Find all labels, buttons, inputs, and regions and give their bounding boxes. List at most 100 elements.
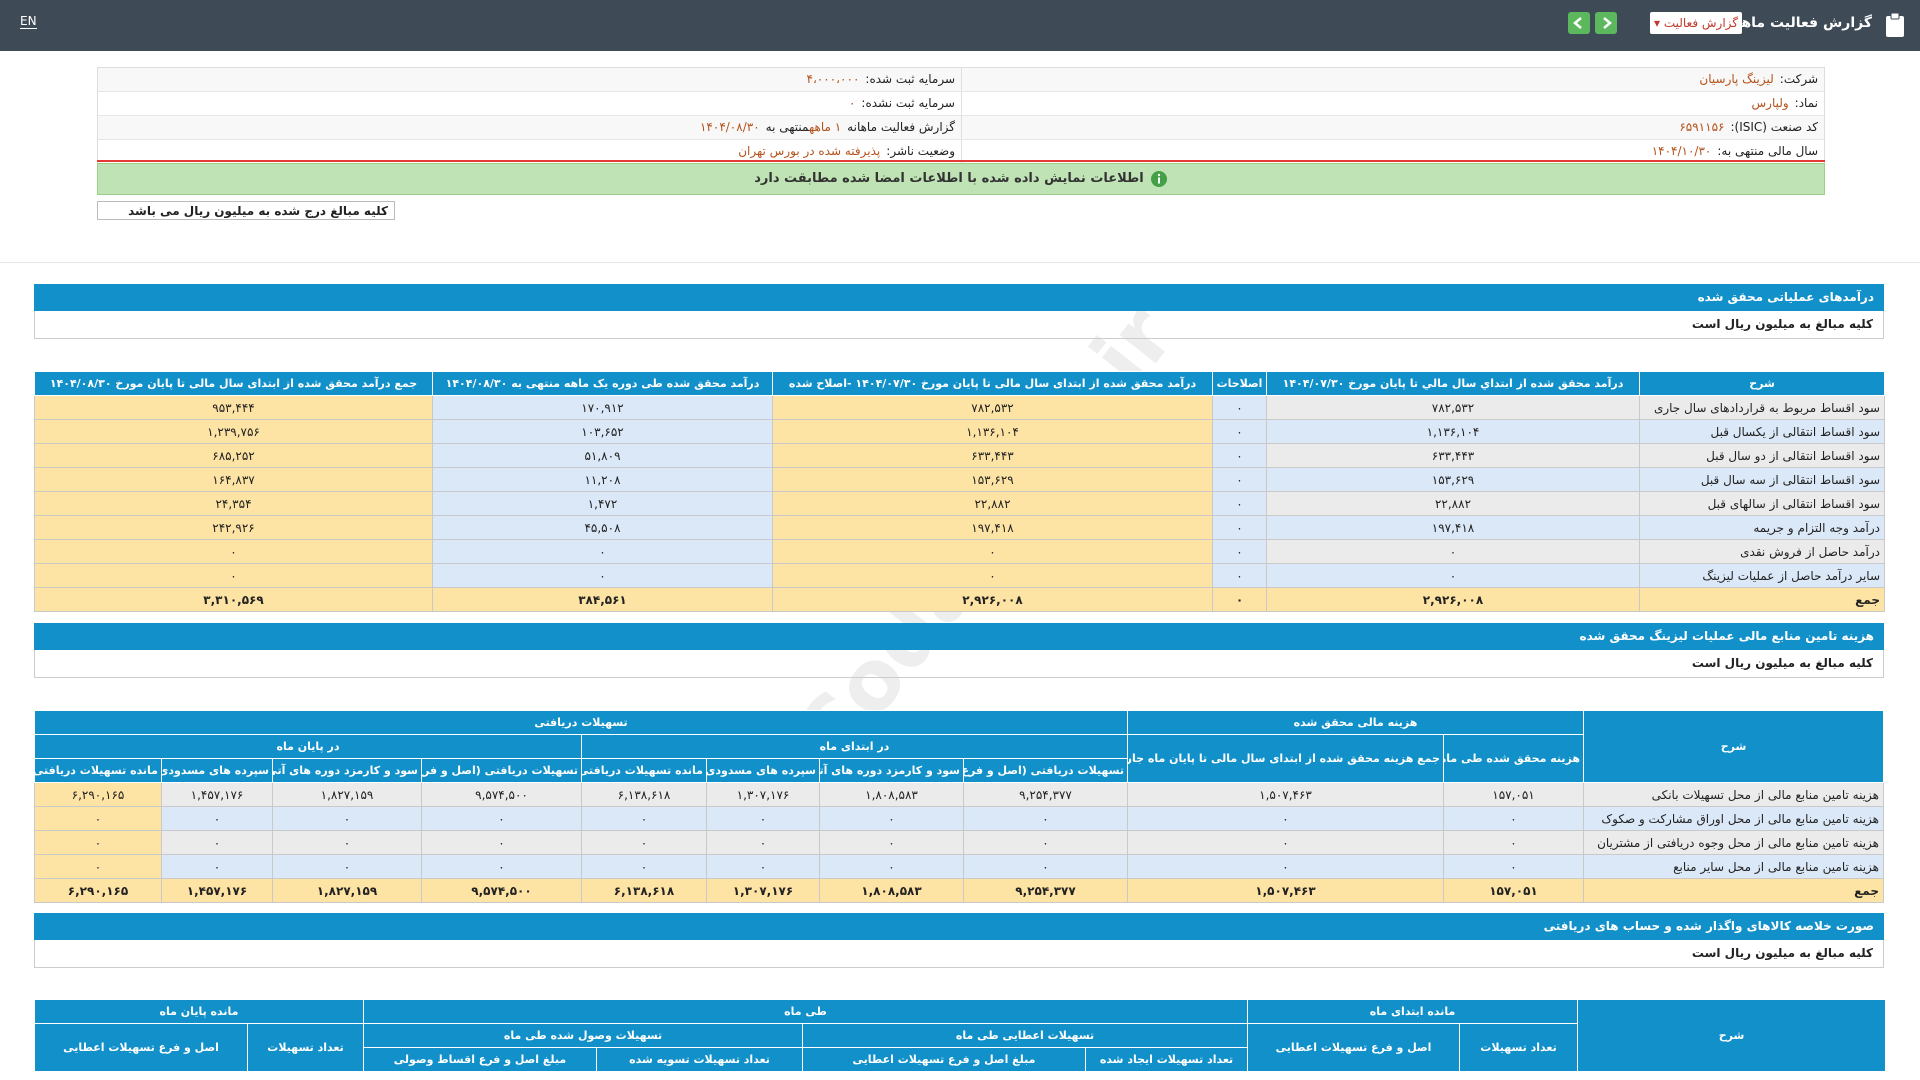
table-row: سود اقساط انتقالی از سه سال قبل ۱۵۳,۶۲۹ ۰ ۱…: [34, 467, 1885, 492]
value-cell: ۷۸۲,۵۳۲: [1266, 395, 1640, 420]
info-value: ۴،۰۰۰،۰۰۰: [806, 72, 860, 86]
value-cell: ۰: [1266, 539, 1640, 564]
report-select-text: گزارش فعالیت: [1663, 16, 1738, 30]
value-cell: ۶۳۳,۴۴۳: [772, 443, 1213, 468]
value-cell: ۱۷۰,۹۱۲: [432, 395, 773, 420]
table-row: هزینه تامین منابع مالی از محل وجوه دریاف…: [34, 830, 1884, 855]
next-button[interactable]: [1595, 12, 1617, 34]
row-label: سود اقساط انتقالی از سه سال قبل: [1639, 467, 1885, 492]
value-cell: ۰: [421, 830, 582, 855]
info-cell: سرمایه ثبت نشده: ۰: [98, 92, 961, 115]
value-cell: ۱,۲۳۹,۷۵۶: [34, 419, 433, 444]
value-cell: ۰: [706, 806, 820, 831]
value-cell: ۱,۱۳۶,۱۰۴: [772, 419, 1213, 444]
header-cell: اصل و فرع تسهیلات اعطایی: [1247, 1023, 1461, 1072]
header-cell: سپرده های مسدودی: [706, 758, 820, 783]
row-label: هزینه تامین منابع مالی از محل وجوه دریاف…: [1583, 830, 1884, 855]
value-cell: ۰: [421, 806, 582, 831]
value-cell: ۶,۱۳۸,۶۱۸: [581, 878, 707, 903]
value-cell: ۱۵۷,۰۵۱: [1443, 782, 1584, 807]
value-cell: ۰: [819, 830, 964, 855]
table-body: سود اقساط مربوط به قراردادهای سال جاری ۷۸…: [34, 395, 1885, 612]
value-cell: ۶,۱۳۸,۶۱۸: [581, 782, 707, 807]
header-cell: تسهیلات دریافتی: [34, 710, 1128, 735]
header-cell: شرح: [1639, 371, 1885, 396]
value-cell: ۷۸۲,۵۳۲: [772, 395, 1213, 420]
value-cell: ۰: [581, 806, 707, 831]
header-cell: در پایان ماه: [34, 734, 582, 759]
header-cell: هزینه محقق شده طی ماه: [1443, 734, 1584, 783]
table-body: هزینه تامین منابع مالی از محل تسهیلات با…: [34, 782, 1884, 903]
info-value: ۱۴۰۴/۱۰/۳۰: [1651, 144, 1712, 158]
table-header: شرح هزینه مالی محقق شده تسهیلات دریافتی هزی…: [34, 710, 1884, 783]
value-cell: ۰: [1212, 515, 1267, 540]
table-header: شرح مانده ابتدای ماه طی ماه مانده پایان ماه…: [34, 999, 1887, 1072]
company-info: شرکت: لیزینگ پارسیان سرمایه ثبت شده: ۴،۰۰۰،…: [97, 67, 1825, 165]
table-row: درآمد وجه التزام و جریمه ۱۹۷,۴۱۸ ۰ ۱۹۷,۴۱۸ ۴…: [34, 515, 1885, 540]
report-select[interactable]: گزارش فعالیت ▾: [1650, 12, 1742, 34]
value-cell: ۱۶۴,۸۳۷: [34, 467, 433, 492]
value-cell: ۰: [272, 854, 422, 879]
notice: اطلاعات نمایش داده شده با اطلاعات امضا ش…: [97, 163, 1825, 195]
section-title: هزینه تامین منابع مالی عملیات لیزینگ محق…: [34, 623, 1884, 650]
value-cell: ۰: [819, 854, 964, 879]
section-title: صورت خلاصه کالاهای واگذار شده و حساب های…: [34, 913, 1884, 940]
value-cell: ۲۲,۸۸۲: [1266, 491, 1640, 516]
header-cell: سپرده های مسدودی: [161, 758, 273, 783]
separator: [0, 262, 1920, 263]
row-label: سود اقساط انتقالی از سالهای قبل: [1639, 491, 1885, 516]
value-cell: ۰: [34, 830, 162, 855]
value-cell: ۰: [34, 539, 433, 564]
info-label: کد صنعت (ISIC):: [1730, 120, 1818, 134]
info-label: شرکت:: [1779, 72, 1818, 86]
header-cell: شرح: [1577, 999, 1887, 1072]
value-cell: ۲۴۲,۹۲۶: [34, 515, 433, 540]
value-cell: ۱,۸۲۷,۱۵۹: [272, 782, 422, 807]
top-bar: گزارش فعالیت ماهانه گزارش فعالیت ▾ EN: [0, 0, 1920, 51]
total-row: جمع ۱۵۷,۰۵۱ ۱,۵۰۷,۴۶۳ ۹,۲۵۴,۳۷۷ ۱,۸۰۸,۵۸۳ ۱,۳…: [34, 878, 1884, 903]
header-row: تسهیلات دریافتی (اصل و فرع) سود و کارمزد …: [34, 758, 1884, 783]
value-cell: ۰: [581, 830, 707, 855]
value-cell: ۰: [272, 830, 422, 855]
prev-button[interactable]: [1568, 12, 1590, 34]
value-cell: ۰: [161, 806, 273, 831]
header-cell: اصلاحات: [1212, 371, 1267, 396]
section: هزینه تامین منابع مالی عملیات لیزینگ محق…: [34, 623, 1884, 903]
value-cell: ۰: [1212, 563, 1267, 588]
header-row: شرح مانده ابتدای ماه طی ماه مانده پایان ماه: [34, 999, 1887, 1072]
header-cell: مانده تسهیلات دریافتی: [34, 758, 162, 783]
page-title: گزارش فعالیت ماهانه: [1722, 15, 1872, 31]
language-switch[interactable]: EN: [20, 14, 37, 29]
value-cell: ۲,۹۲۶,۰۰۸: [1266, 587, 1640, 612]
header-cell: طی ماه: [362, 999, 1249, 1024]
table-row: سایر درآمد حاصل از عملیات لیزینگ ۰ ۰ ۰ ۰ ۰: [34, 563, 1885, 588]
value-cell: ۱,۵۰۷,۴۶۳: [1127, 878, 1444, 903]
table-row: هزینه تامین منابع مالی از محل تسهیلات با…: [34, 782, 1884, 807]
value-cell: ۰: [1212, 443, 1267, 468]
row-label: جمع: [1583, 878, 1884, 903]
header-cell: مانده تسهیلات دریافتی: [581, 758, 707, 783]
value-cell: ۱,۴۷۲: [432, 491, 773, 516]
value-cell: ۰: [34, 563, 433, 588]
value-cell: ۰: [1212, 419, 1267, 444]
value-cell: ۳۸۴,۵۶۱: [432, 587, 773, 612]
row-label: سود اقساط انتقالی از یکسال قبل: [1639, 419, 1885, 444]
value-cell: ۰: [432, 539, 773, 564]
value-cell: ۲,۹۲۶,۰۰۸: [772, 587, 1213, 612]
info-value: لیزینگ پارسیان: [1699, 72, 1774, 86]
table-row: سود اقساط مربوط به قراردادهای سال جاری ۷۸…: [34, 395, 1885, 420]
row-label: هزینه تامین منابع مالی از محل اوراق مشار…: [1583, 806, 1884, 831]
value-cell: ۱,۳۰۷,۱۷۶: [706, 782, 820, 807]
row-label: هزینه تامین منابع مالی از محل تسهیلات با…: [1583, 782, 1884, 807]
value-cell: ۶۳۳,۴۴۳: [1266, 443, 1640, 468]
header-cell: درآمد محقق شده از ابتدای سال مالی تا پای…: [772, 371, 1213, 396]
info-label: گزارش فعالیت ماهانه: [847, 120, 955, 134]
info-value: ولپارس: [1751, 96, 1789, 110]
value-cell: ۲۴,۳۵۴: [34, 491, 433, 516]
value-cell: ۱,۱۳۶,۱۰۴: [1266, 419, 1640, 444]
info-cell: وضعیت ناشر: پذیرفته شده در بورس تهران: [98, 140, 961, 163]
info-value: ۰: [848, 96, 856, 110]
header-cell: تسهیلات دریافتی (اصل و فرع): [421, 758, 582, 783]
